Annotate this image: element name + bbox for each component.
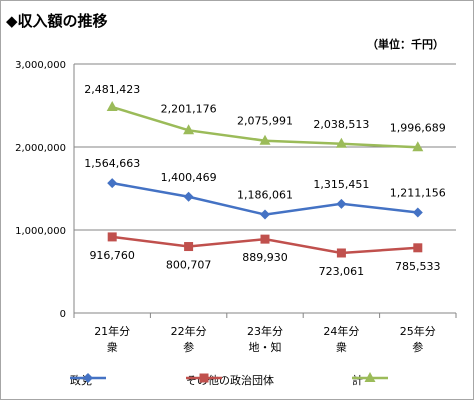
- data-label: 1,315,451: [313, 178, 369, 191]
- y-tick-label: 3,000,000: [15, 60, 66, 71]
- data-label: 1,996,689: [390, 121, 446, 134]
- x-tick-sublabel: 参: [183, 340, 194, 354]
- y-tick-label: 2,000,000: [15, 143, 66, 154]
- data-point: [260, 209, 270, 220]
- x-tick-label: 24年分: [323, 324, 359, 338]
- data-point: [412, 207, 423, 218]
- data-label: 1,400,469: [161, 171, 217, 184]
- x-tick-sublabel: 参: [412, 340, 423, 354]
- data-point: [184, 242, 194, 252]
- data-point: [107, 178, 118, 189]
- data-label: 1,211,156: [390, 186, 446, 199]
- legend-swatch: [352, 372, 388, 382]
- data-point: [183, 124, 195, 135]
- data-point: [107, 232, 117, 242]
- x-tick-label: 23年分: [247, 324, 283, 338]
- data-point: [260, 234, 270, 244]
- legend-item: 計: [352, 372, 388, 388]
- chart-title: ◆収入額の推移: [6, 12, 108, 30]
- data-point: [412, 141, 424, 152]
- legend-item: その他の政治団体: [186, 372, 274, 388]
- unit-label: （単位：千円）: [367, 38, 444, 51]
- x-tick-sublabel: 衆: [336, 341, 347, 354]
- x-tick-label: 22年分: [171, 324, 207, 338]
- legend-label: 計: [352, 374, 363, 387]
- data-label: 916,760: [89, 249, 135, 262]
- data-point: [259, 134, 271, 145]
- data-label: 723,061: [319, 265, 365, 278]
- x-tick-label: 21年分: [94, 324, 130, 338]
- data-label: 2,481,423: [84, 83, 140, 96]
- data-label: 889,930: [242, 251, 288, 264]
- data-label: 1,564,663: [84, 157, 140, 170]
- data-label: 2,201,176: [161, 102, 217, 115]
- x-tick-sublabel: 衆: [107, 341, 118, 354]
- data-point: [335, 137, 347, 148]
- data-point: [336, 248, 346, 258]
- data-label: 800,707: [166, 259, 212, 272]
- legend-item: 政党: [70, 372, 106, 388]
- legend-swatch: [186, 373, 222, 383]
- y-tick-label: 0: [60, 309, 66, 320]
- legend-swatch: [70, 373, 106, 383]
- data-point: [413, 243, 423, 253]
- data-label: 2,038,513: [313, 118, 369, 131]
- data-label: 2,075,991: [237, 115, 293, 128]
- data-label: 785,533: [395, 260, 441, 273]
- x-tick-label: 25年分: [400, 324, 436, 338]
- x-tick-sublabel: 地・知: [249, 340, 282, 354]
- chart-legend: 政党 その他の政治団体 計: [0, 368, 474, 392]
- data-point: [183, 191, 194, 202]
- y-tick-label: 1,000,000: [15, 226, 66, 237]
- data-label: 1,186,061: [237, 189, 293, 202]
- data-point: [106, 101, 118, 112]
- data-point: [336, 198, 347, 209]
